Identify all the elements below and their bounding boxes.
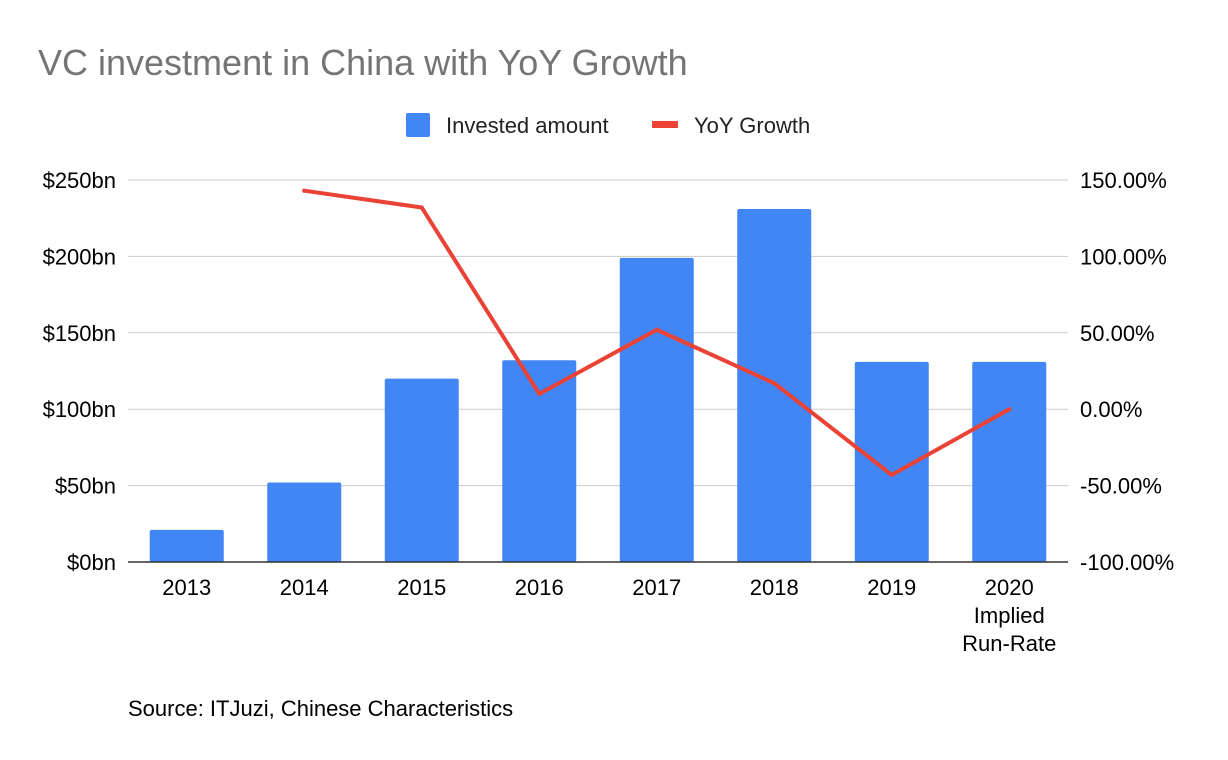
x-tick-label: 2014 — [280, 575, 329, 600]
y-right-tick-label: -50.00% — [1080, 474, 1162, 499]
y-right-tick-label: 150.00% — [1080, 168, 1167, 193]
bar — [384, 378, 459, 562]
yoy-point — [1007, 407, 1012, 412]
y-right-tick-label: 50.00% — [1080, 321, 1155, 346]
x-tick-label: 2018 — [750, 575, 799, 600]
y-left-tick-label: $100bn — [43, 397, 116, 422]
y-left-tick-label: $0bn — [67, 550, 116, 575]
x-tick-label: 2015 — [397, 575, 446, 600]
x-tick-label: 2013 — [162, 575, 211, 600]
x-tick-label: 2017 — [632, 575, 681, 600]
y-left-tick-label: $150bn — [43, 321, 116, 346]
bar — [267, 482, 342, 562]
source-note: Source: ITJuzi, Chinese Characteristics — [128, 696, 513, 721]
y-right-tick-label: -100.00% — [1080, 550, 1174, 575]
y-left-tick-label: $50bn — [55, 474, 116, 499]
x-tick-label: 2019 — [867, 575, 916, 600]
bar — [149, 529, 224, 562]
yoy-point — [889, 472, 894, 477]
legend-swatch-line — [652, 121, 678, 128]
chart-title: VC investment in China with YoY Growth — [38, 42, 688, 83]
yoy-point — [419, 205, 424, 210]
yoy-point — [772, 381, 777, 386]
y-left-tick-label: $200bn — [43, 244, 116, 269]
yoy-point — [302, 188, 307, 193]
legend-label-yoy-growth: YoY Growth — [694, 113, 810, 138]
legend: Invested amount YoY Growth — [406, 113, 810, 138]
yoy-point — [654, 327, 659, 332]
legend-label-invested-amount: Invested amount — [446, 113, 609, 138]
axes: $0bn $50bn $100bn $150bn $200bn $250bn -100.00… — [43, 168, 1175, 656]
bar — [619, 257, 694, 562]
x-tick-label: 2016 — [515, 575, 564, 600]
y-right-tick-label: 100.00% — [1080, 244, 1167, 269]
bars — [149, 209, 1047, 563]
yoy-point — [537, 391, 542, 396]
legend-swatch-bar — [406, 113, 430, 137]
y-right-tick-label: 0.00% — [1080, 397, 1142, 422]
bar — [972, 361, 1047, 562]
bar — [854, 361, 929, 562]
y-left-tick-label: $250bn — [43, 168, 116, 193]
yoy-line — [302, 188, 1012, 477]
bar — [502, 360, 577, 562]
x-tick-label: 2020 Implied Run-Rate — [962, 575, 1056, 656]
